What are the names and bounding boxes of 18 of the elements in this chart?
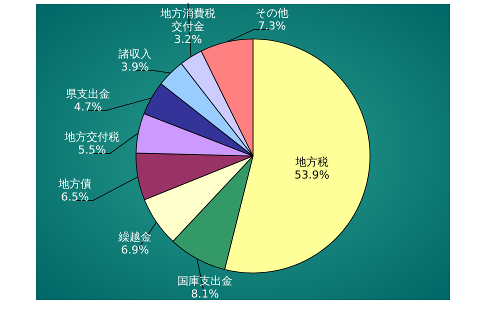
data-label: 5.5%	[78, 144, 106, 156]
slice-label: 諸収入	[118, 48, 152, 60]
slice-label: 県支出金	[66, 88, 110, 100]
data-label: 4.7%	[74, 100, 102, 114]
data-label: 6.9%	[121, 244, 149, 256]
data-label: 53.9%	[294, 168, 330, 182]
slice-label: 地方消費税交付金	[160, 7, 216, 33]
slice-label: 地方債	[58, 178, 92, 190]
data-label: 8.1%	[191, 288, 219, 300]
data-label: 3.2%	[174, 33, 202, 46]
data-label: 6.5%	[61, 190, 89, 204]
slice-label: 地方税	[294, 156, 328, 168]
data-label: 7.3%	[258, 20, 286, 32]
slice-label: 繰越金	[118, 230, 152, 244]
slice-label: 地方交付税	[64, 130, 120, 144]
data-label: 3.9%	[121, 60, 149, 74]
slice-label: 国庫支出金	[178, 274, 232, 288]
slice-label: その他	[256, 6, 288, 20]
